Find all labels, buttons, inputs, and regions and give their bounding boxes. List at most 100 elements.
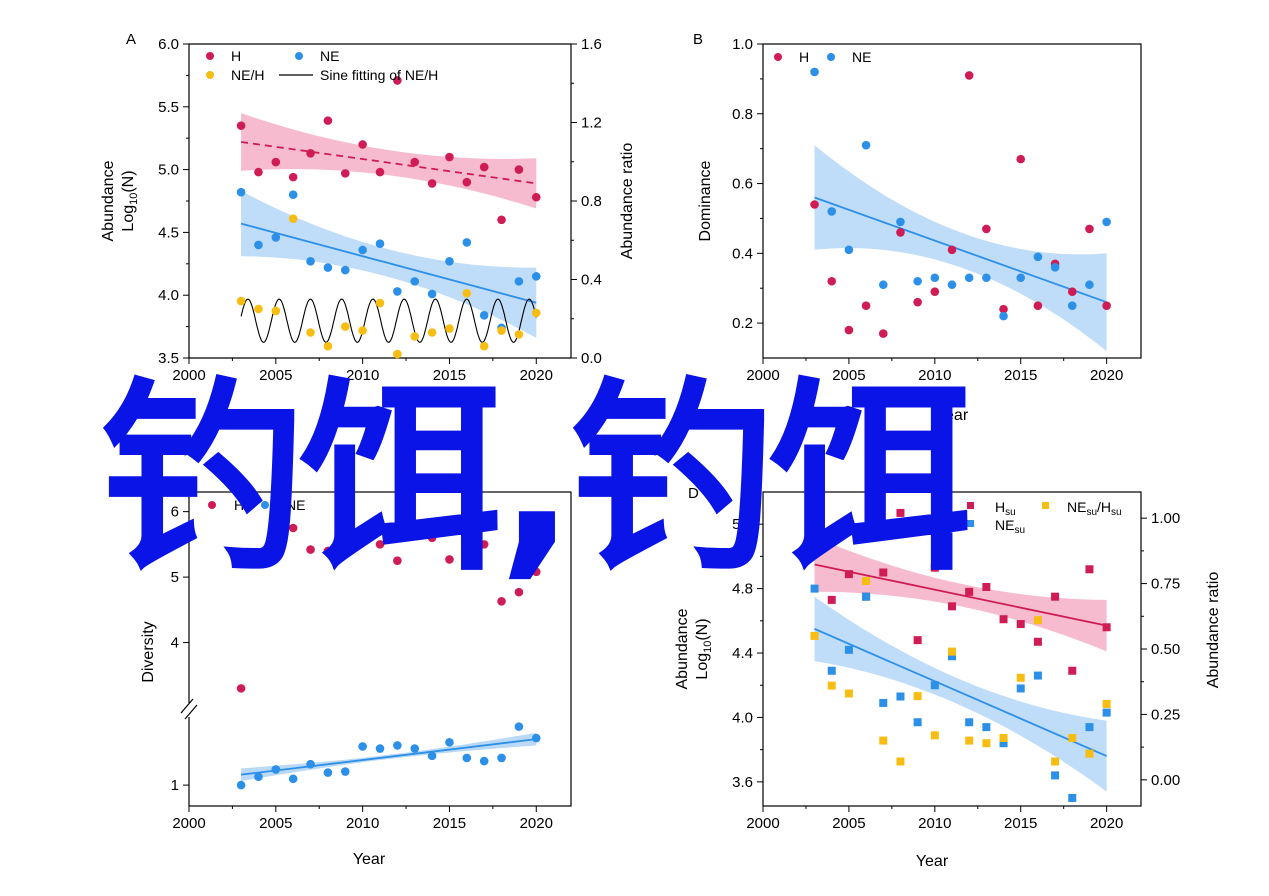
h-point — [879, 568, 888, 577]
h-point — [410, 157, 420, 167]
neh-point — [479, 341, 489, 351]
ne-point — [323, 263, 333, 272]
h-point — [479, 540, 489, 549]
ne-point — [254, 772, 263, 782]
ne-point — [427, 289, 437, 299]
legend-a-neh: NE/H — [231, 67, 264, 83]
h-point — [1085, 224, 1094, 234]
legend-c-ne-marker — [261, 501, 269, 509]
h-point — [810, 200, 819, 209]
h-point — [410, 526, 420, 536]
ne-point — [1102, 708, 1111, 717]
panel-d-ylabel-line2: Log10(N) — [694, 618, 714, 679]
ne-point — [896, 692, 905, 701]
y2-tick-label: 1.00 — [1151, 510, 1180, 527]
legend-d-neh: NEsu/Hsu — [1067, 499, 1122, 518]
h-point — [271, 157, 281, 167]
neh-point — [288, 214, 298, 223]
ne-point — [844, 645, 853, 654]
neh-point — [879, 736, 888, 745]
sine-fit-line — [240, 298, 537, 343]
h-point — [1068, 666, 1077, 675]
ne-point — [999, 311, 1008, 321]
panel-a-ylabel-line2: Log10(N) — [120, 170, 140, 231]
h-point — [948, 602, 956, 611]
ne-point — [358, 245, 367, 255]
ne-point — [254, 240, 263, 250]
ne-confidence-band — [814, 145, 1107, 351]
ne-point — [514, 722, 524, 731]
neh-point — [1085, 749, 1094, 758]
h-point — [913, 297, 922, 307]
legend-d-ne-marker — [967, 520, 974, 527]
h-point — [323, 116, 333, 125]
panel-a-letter: A — [126, 31, 136, 48]
x-tick-label: 2010 — [918, 367, 951, 384]
h-point — [930, 287, 940, 297]
h-point — [1033, 301, 1043, 310]
legend-b-h: H — [799, 49, 809, 65]
legend-a-h: H — [231, 48, 241, 64]
neh-point — [254, 304, 263, 314]
neh-point — [965, 736, 974, 745]
y-tick-label: 0.8 — [732, 106, 753, 123]
y-tick-label: 4.8 — [732, 581, 753, 598]
h-point — [306, 148, 315, 158]
y-tick-label: 1.0 — [732, 36, 753, 53]
ne-point — [462, 753, 472, 763]
y2-tick-label: 0.00 — [1151, 772, 1180, 789]
ne-point — [879, 698, 888, 707]
ne-point — [479, 310, 489, 320]
legend-b-ne: NE — [852, 49, 871, 65]
h-point — [288, 172, 298, 182]
y-tick-label: 5 — [171, 569, 179, 586]
ne-point — [999, 739, 1008, 748]
ne-point — [479, 756, 489, 766]
ne-point — [306, 759, 315, 769]
neh-point — [1068, 733, 1077, 742]
neh-point — [358, 326, 367, 335]
y2-tick-label: 1.6 — [581, 36, 602, 53]
neh-point — [531, 308, 541, 318]
h-point — [999, 304, 1008, 314]
h-point — [497, 597, 506, 606]
h-point — [462, 533, 472, 543]
ne-point — [982, 273, 991, 283]
neh-point — [427, 328, 437, 337]
legend-d-h: Hsu — [995, 499, 1016, 518]
ne-point — [410, 744, 420, 753]
h-point — [1016, 620, 1025, 629]
ne-point — [340, 265, 350, 275]
y-tick-label: 5.0 — [158, 162, 179, 179]
ne-point — [930, 681, 939, 690]
ne-point — [810, 584, 819, 593]
neh-point — [982, 739, 991, 748]
legend-c-h: H — [234, 497, 244, 513]
y-tick-label: 5.5 — [158, 99, 179, 116]
neh-point — [410, 332, 420, 341]
neh-point — [306, 328, 315, 337]
legend-d-h-main: H — [995, 499, 1005, 515]
h-point — [1102, 623, 1111, 632]
h-point — [531, 567, 541, 577]
x-tick-label: 2020 — [520, 367, 553, 384]
h-confidence-band — [241, 113, 537, 209]
h-point — [271, 526, 281, 536]
ne-point — [827, 207, 837, 216]
h-point — [393, 76, 402, 85]
panel-b-xlabel: Year — [936, 407, 969, 424]
h-point — [999, 615, 1008, 624]
ne-point — [288, 190, 298, 200]
h-point — [964, 71, 974, 80]
h-point — [358, 140, 367, 149]
h-point — [375, 540, 385, 549]
ne-trend-line — [814, 628, 1107, 757]
x-tick-label: 2015 — [1004, 815, 1037, 832]
panel-b-frame — [762, 43, 1142, 359]
neh-point — [375, 298, 385, 308]
ne-point — [410, 277, 420, 286]
ne-point — [358, 742, 367, 751]
h-point — [844, 570, 853, 579]
h-trend-line — [814, 563, 1107, 627]
h-trend-line — [240, 141, 537, 185]
